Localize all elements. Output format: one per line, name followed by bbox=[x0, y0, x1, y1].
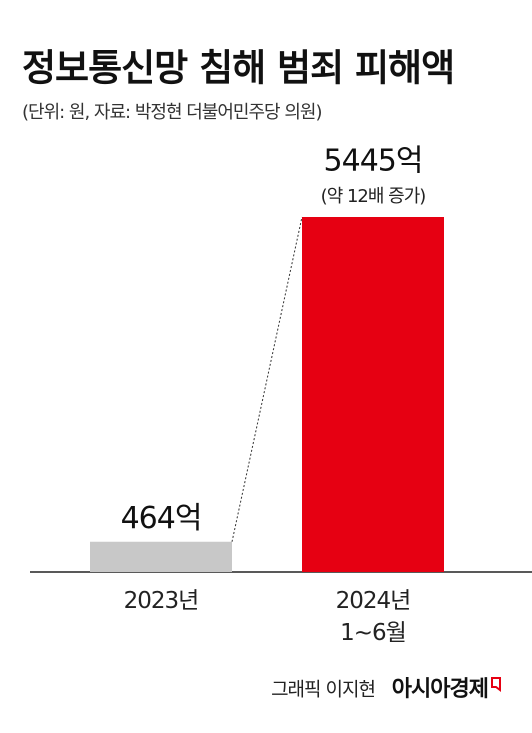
value-label: 464억 bbox=[121, 501, 202, 536]
connector bbox=[231, 216, 303, 542]
bar bbox=[302, 217, 444, 572]
value-label: 5445억 bbox=[324, 144, 423, 179]
bar bbox=[90, 541, 232, 572]
x-tick-label: 2024년 1~6월 bbox=[335, 588, 412, 646]
x-tick-label: 2023년 bbox=[123, 588, 200, 614]
publisher: 아시아경제 bbox=[392, 677, 488, 702]
credit: 그래픽 이지현 bbox=[271, 679, 375, 701]
chart-subtitle: (단위: 원, 자료: 박정현 더불어민주당 의원) bbox=[22, 102, 321, 123]
chart-title: 정보통신망 침해 범죄 피해액 bbox=[22, 47, 454, 90]
logo-mark bbox=[491, 677, 501, 692]
annotation: (약 12배 증가) bbox=[321, 186, 426, 207]
